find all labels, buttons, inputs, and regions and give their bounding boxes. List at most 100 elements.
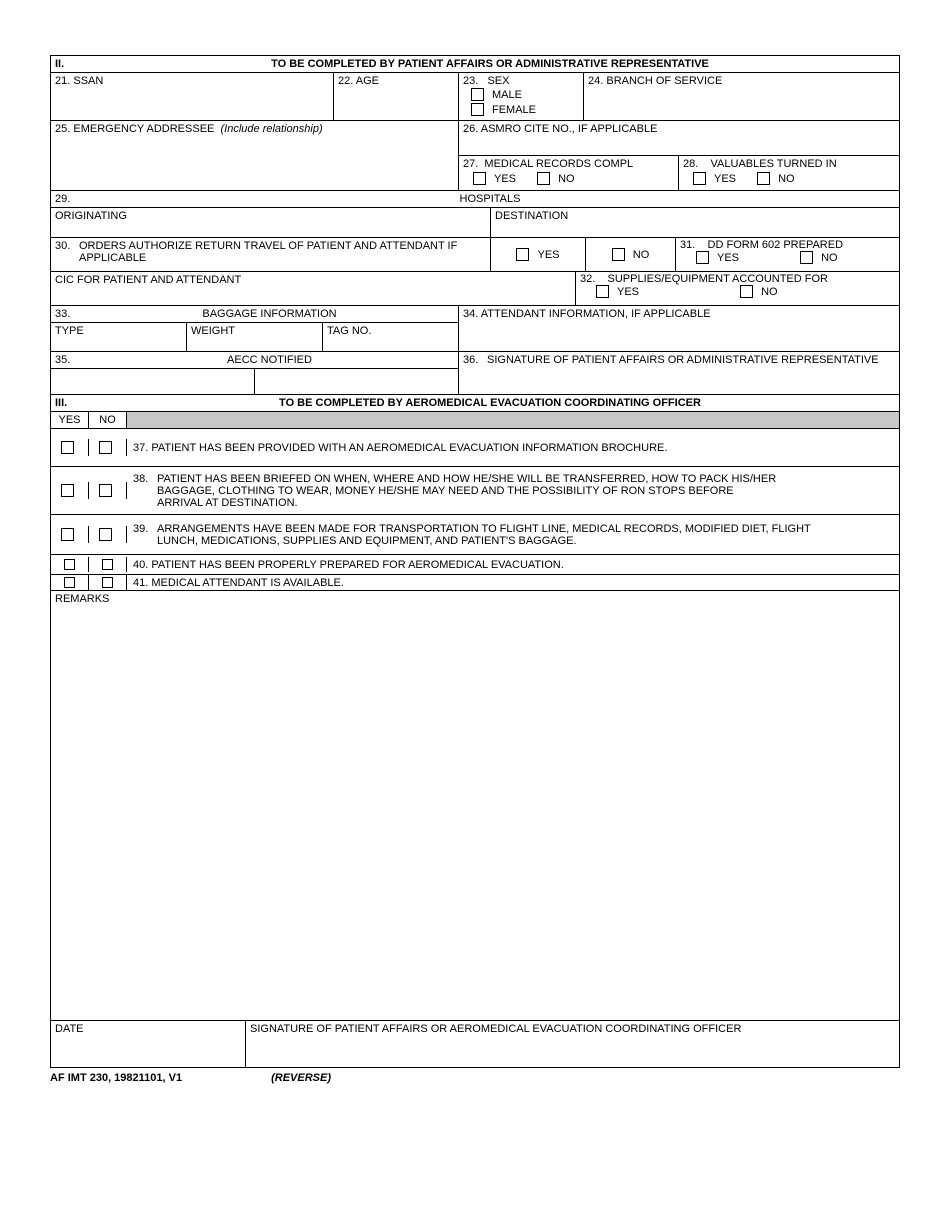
yn-yes-header: YES	[51, 412, 89, 428]
col-26-28: 26. ASMRO CITE NO., IF APPLICABLE 27. ME…	[459, 121, 899, 191]
field-33-tag[interactable]: TAG NO.	[323, 323, 458, 351]
field-29-destination[interactable]: DESTINATION	[491, 208, 899, 238]
field-40-text: PATIENT HAS BEEN PROPERLY PREPARED FOR A…	[151, 559, 563, 571]
field-37: 37. PATIENT HAS BEEN PROVIDED WITH AN AE…	[127, 438, 899, 458]
field-33-num: 33.	[55, 308, 70, 320]
section-3-header: III. TO BE COMPLETED BY AEROMEDICAL EVAC…	[51, 395, 899, 412]
label-female: FEMALE	[492, 104, 536, 116]
checkbox-37-yes[interactable]	[61, 441, 74, 454]
field-36[interactable]: 36. SIGNATURE OF PATIENT AFFAIRS OR ADMI…	[459, 352, 899, 395]
checkbox-32-yes[interactable]	[596, 285, 609, 298]
field-24[interactable]: 24. BRANCH OF SERVICE	[584, 73, 899, 121]
label-31-no: NO	[821, 252, 838, 264]
row-35-36: 35. AECC NOTIFIED 36. SIGNATURE OF PATIE…	[51, 352, 899, 395]
field-33-label: BAGGAGE INFORMATION	[202, 308, 336, 320]
field-25[interactable]: 25. EMERGENCY ADDRESSEE (Include relatio…	[51, 121, 459, 191]
field-23-label: SEX	[487, 75, 509, 87]
field-remarks[interactable]: REMARKS	[51, 591, 899, 1021]
form-container: II. TO BE COMPLETED BY PATIENT AFFAIRS O…	[50, 55, 900, 1068]
row-30-31: 30. ORDERS AUTHORIZE RETURN TRAVEL OF PA…	[51, 238, 899, 272]
field-27: 27. MEDICAL RECORDS COMPL YES NO	[459, 156, 679, 190]
field-30-no[interactable]: NO	[586, 238, 676, 272]
field-33-weight[interactable]: WEIGHT	[187, 323, 323, 351]
checkbox-male[interactable]	[471, 88, 484, 101]
field-35-right[interactable]	[255, 369, 458, 394]
checkbox-41-yes[interactable]	[64, 577, 75, 588]
row-41: 41. MEDICAL ATTENDANT IS AVAILABLE.	[51, 575, 899, 591]
field-40: 40. PATIENT HAS BEEN PROPERLY PREPARED F…	[127, 557, 899, 573]
label-28-no: NO	[778, 173, 795, 185]
row-37: 37. PATIENT HAS BEEN PROVIDED WITH AN AE…	[51, 429, 899, 467]
field-25-label: EMERGENCY ADDRESSEE	[73, 123, 214, 135]
field-21-num: 21.	[55, 75, 70, 87]
checkbox-32-no[interactable]	[740, 285, 753, 298]
field-26[interactable]: 26. ASMRO CITE NO., IF APPLICABLE	[459, 121, 899, 156]
field-36-label: SIGNATURE OF PATIENT AFFAIRS OR ADMINIST…	[487, 354, 879, 366]
section-2-title: TO BE COMPLETED BY PATIENT AFFAIRS OR AD…	[81, 56, 899, 72]
field-33-type[interactable]: TYPE	[51, 323, 187, 351]
row-date-sig: DATE SIGNATURE OF PATIENT AFFAIRS OR AER…	[51, 1021, 899, 1067]
field-26-label: ASMRO CITE NO., IF APPLICABLE	[481, 123, 658, 135]
yn-gray-header	[127, 412, 899, 428]
field-29-originating[interactable]: ORIGINATING	[51, 208, 491, 238]
field-23: 23. SEX MALE FEMALE	[459, 73, 584, 121]
row-40: 40. PATIENT HAS BEEN PROPERLY PREPARED F…	[51, 555, 899, 575]
field-signature[interactable]: SIGNATURE OF PATIENT AFFAIRS OR AEROMEDI…	[246, 1021, 899, 1067]
row-29: ORIGINATING DESTINATION	[51, 208, 899, 238]
checkbox-female[interactable]	[471, 103, 484, 116]
field-25-hint: (Include relationship)	[221, 123, 323, 135]
field-27-label: MEDICAL RECORDS COMPL	[484, 158, 633, 170]
checkbox-31-no[interactable]	[800, 251, 813, 264]
field-cic[interactable]: CIC FOR PATIENT AND ATTENDANT	[51, 272, 576, 306]
row-25-28: 25. EMERGENCY ADDRESSEE (Include relatio…	[51, 121, 899, 191]
checkbox-28-no[interactable]	[757, 172, 770, 185]
field-35-num: 35.	[55, 354, 70, 366]
checkbox-38-no[interactable]	[99, 484, 112, 497]
section-3-num: III.	[51, 395, 81, 411]
checkbox-30-yes[interactable]	[516, 248, 529, 261]
checkbox-30-no[interactable]	[612, 248, 625, 261]
field-38-num: 38.	[133, 473, 148, 485]
field-26-num: 26.	[463, 123, 478, 135]
field-35-left[interactable]	[51, 369, 255, 394]
section-2-header: II. TO BE COMPLETED BY PATIENT AFFAIRS O…	[51, 56, 899, 73]
label-destination: DESTINATION	[495, 210, 568, 222]
checkbox-28-yes[interactable]	[693, 172, 706, 185]
label-31-yes: YES	[717, 252, 739, 264]
checkbox-31-yes[interactable]	[696, 251, 709, 264]
checkbox-39-no[interactable]	[99, 528, 112, 541]
label-originating: ORIGINATING	[55, 210, 127, 222]
label-32-yes: YES	[617, 286, 639, 298]
field-34[interactable]: 34. ATTENDANT INFORMATION, IF APPLICABLE	[459, 306, 899, 352]
checkbox-37-no[interactable]	[99, 441, 112, 454]
yn-header: YES NO	[51, 412, 899, 429]
field-24-label: BRANCH OF SERVICE	[606, 75, 722, 87]
field-30-yes[interactable]: YES	[491, 238, 586, 272]
field-38: 38. PATIENT HAS BEEN BRIEFED ON WHEN, WH…	[127, 469, 899, 513]
label-33-type: TYPE	[55, 325, 84, 337]
field-22[interactable]: 22. AGE	[334, 73, 459, 121]
checkbox-27-yes[interactable]	[473, 172, 486, 185]
label-male: MALE	[492, 89, 522, 101]
checkbox-41-no[interactable]	[102, 577, 113, 588]
field-37-text: PATIENT HAS BEEN PROVIDED WITH AN AEROME…	[151, 442, 667, 454]
yn-no-header: NO	[89, 412, 127, 428]
field-date[interactable]: DATE	[51, 1021, 246, 1067]
field-41: 41. MEDICAL ATTENDANT IS AVAILABLE.	[127, 576, 899, 590]
label-33-tag: TAG NO.	[327, 325, 371, 337]
checkbox-38-yes[interactable]	[61, 484, 74, 497]
field-31: 31. DD FORM 602 PREPARED YES NO	[676, 238, 899, 272]
label-32-no: NO	[761, 286, 778, 298]
checkbox-27-no[interactable]	[537, 172, 550, 185]
checkbox-40-no[interactable]	[102, 559, 113, 570]
checkbox-39-yes[interactable]	[61, 528, 74, 541]
field-24-num: 24.	[588, 75, 603, 87]
field-31-label: DD FORM 602 PREPARED	[708, 239, 844, 251]
field-29-num: 29.	[55, 193, 70, 205]
label-30-no: NO	[633, 249, 650, 261]
field-21[interactable]: 21. SSAN	[51, 73, 334, 121]
checkbox-40-yes[interactable]	[64, 559, 75, 570]
field-28-num: 28.	[683, 158, 698, 170]
row-21-24: 21. SSAN 22. AGE 23. SEX MALE FEMALE 24.…	[51, 73, 899, 121]
field-39-text: ARRANGEMENTS HAVE BEEN MADE FOR TRANSPOR…	[157, 523, 811, 547]
